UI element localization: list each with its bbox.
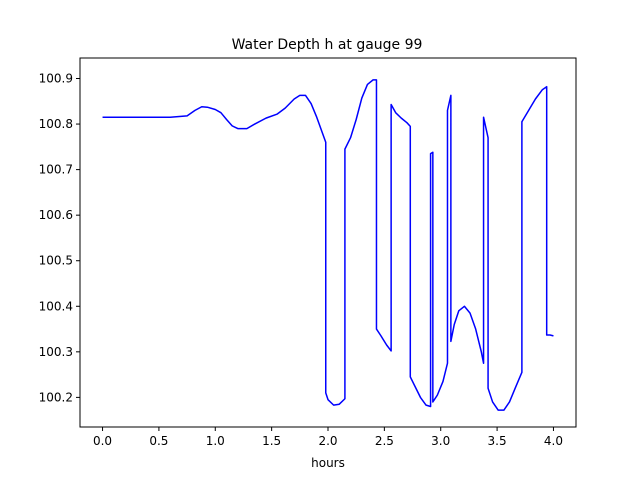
chart-title: Water Depth h at gauge 99	[232, 37, 423, 53]
plot-area	[102, 79, 554, 411]
x-axis-label: hours	[311, 456, 345, 470]
x-tick-label: 2.0	[318, 434, 337, 448]
series-line-0	[102, 79, 554, 411]
x-tick-label: 4.0	[544, 434, 563, 448]
x-tick-label: 2.5	[375, 434, 394, 448]
x-tick-label: 0.5	[149, 434, 168, 448]
x-axis: 0.0 0.5 1.0 1.5 2.0 2.5 3.0 3.5 4.0	[93, 427, 563, 448]
y-tick-label: 100.6	[39, 208, 73, 222]
x-tick-label: 1.0	[206, 434, 225, 448]
x-tick-label: 3.5	[488, 434, 507, 448]
y-tick-label: 100.2	[39, 390, 73, 404]
x-tick-label: 0.0	[93, 434, 112, 448]
y-axis: 100.2 100.3 100.4 100.5 100.6 100.7 100.8 100.9	[39, 72, 80, 404]
y-tick-label: 100.7	[39, 163, 73, 177]
x-tick-label: 1.5	[262, 434, 281, 448]
y-tick-label: 100.8	[39, 117, 73, 131]
x-tick-label: 3.0	[431, 434, 450, 448]
y-tick-label: 100.4	[39, 299, 73, 313]
axes-frame	[79, 57, 577, 428]
y-tick-label: 100.3	[39, 345, 73, 359]
y-tick-label: 100.5	[39, 254, 73, 268]
y-tick-label: 100.9	[39, 72, 73, 86]
